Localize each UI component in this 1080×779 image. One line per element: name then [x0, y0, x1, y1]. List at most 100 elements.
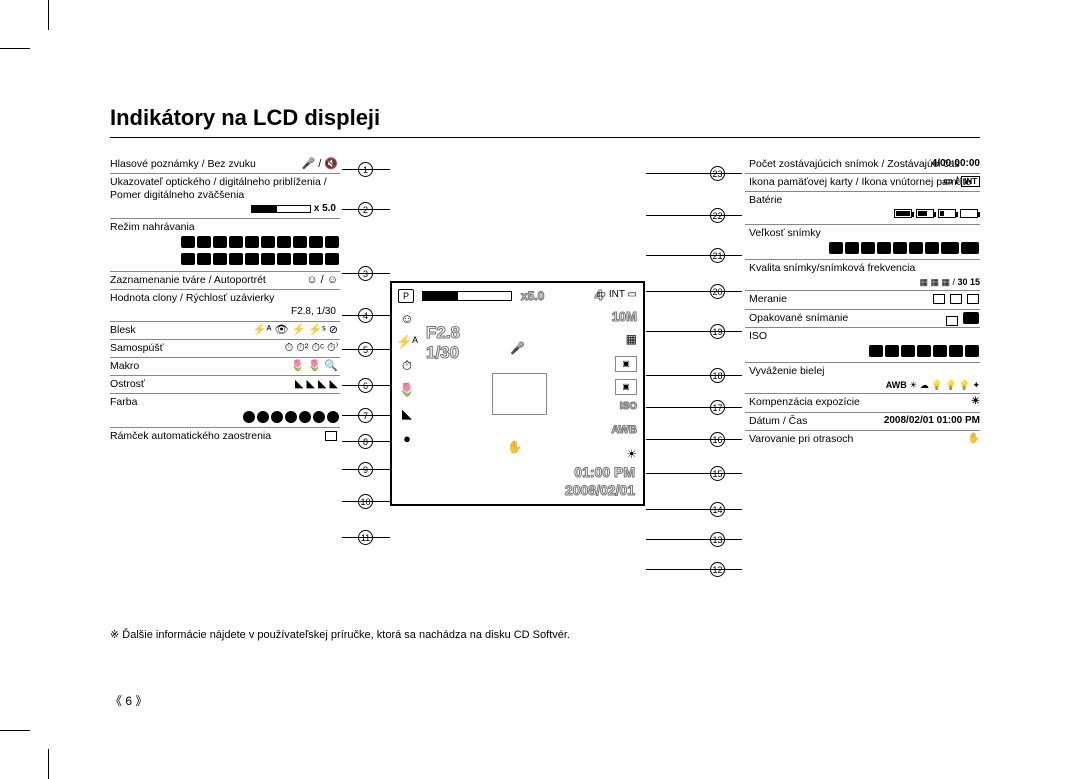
label-shake-warning: Varovanie pri otrasoch ✋: [745, 431, 980, 448]
macro-icon: 🌷: [398, 381, 416, 399]
lcd-date: 2008/02/01: [565, 482, 635, 498]
mode-p-icon: P: [398, 289, 414, 303]
zoom-ratio: x5.0: [521, 289, 544, 303]
iso-icons: [749, 345, 980, 360]
zoom-value: x 5.0: [110, 203, 340, 216]
label-text: Vyváženie bielej: [749, 365, 825, 377]
quality-icon: ▦: [609, 332, 637, 350]
label-metering: Meranie: [745, 291, 980, 309]
label-macro: Makro 🌷 🌷 🔍: [110, 358, 340, 376]
metering-icon: ▣: [609, 355, 637, 373]
label-face-detection: Zaznamenanie tváre / Autoportrét ☺ / ☺: [110, 272, 340, 290]
continuous-icons: [945, 312, 980, 329]
mic-icon: 🎤: [510, 341, 525, 355]
label-text: Batérie: [749, 194, 782, 206]
label-remaining: Počet zostávajúcich snímok / Zostávajúci…: [745, 156, 980, 174]
af-frame: [492, 373, 547, 415]
label-quality: Kvalita snímky/snímková frekvencia ▦ ▦ ▦…: [745, 260, 980, 291]
zoom-bar-icon: [422, 291, 512, 301]
label-text: Ostrosť: [110, 378, 145, 390]
label-iso: ISO: [745, 328, 980, 363]
lcd-screen: P x5.0 4 ▭ INT ▭ ☺ ⚡ᴬ ⏱ 🌷 ◣ ● F2.8 1/30 …: [390, 281, 645, 506]
label-continuous: Opakované snímanie: [745, 310, 980, 328]
mode-icons: [110, 236, 340, 269]
label-text: Hlasové poznámky / Bez zvuku: [110, 158, 256, 170]
label-text: Kompenzácia expozície: [749, 396, 860, 408]
shake-icon: ✋: [968, 433, 980, 446]
datetime-value: 2008/02/01 01:00 PM: [884, 415, 980, 428]
label-text: Ikona pamäťovej karty / Ikona vnútornej …: [749, 176, 971, 188]
color-bw-icon: ●: [398, 429, 416, 447]
label-text: ISO: [749, 330, 767, 342]
label-aperture-shutter: Hodnota clony / Rýchlosť uzávierky F2.8,…: [110, 290, 340, 322]
face-icons: ☺ / ☺: [306, 274, 338, 288]
shutter-value: 1/30: [426, 343, 459, 363]
lcd-time: 01:00 PM: [574, 464, 635, 480]
sharpness-icons: ◣ ◣ ◣ ◣: [295, 378, 338, 392]
label-sharpness: Ostrosť ◣ ◣ ◣ ◣: [110, 376, 340, 394]
sharpness-icon: ◣: [398, 405, 416, 423]
label-text: Počet zostávajúcich snímok / Zostávajúci…: [749, 158, 960, 170]
continuous-icon: ▣: [609, 378, 637, 396]
label-text: Varovanie pri otrasoch: [749, 433, 853, 445]
label-text: Veľkosť snímky: [749, 227, 821, 239]
label-white-balance: Vyváženie bielej AWB ☀ ☁ 💡 💡 💡 ✦: [745, 363, 980, 394]
left-label-column: Hlasové poznámky / Bez zvuku 🎤 / 🔇 Ukazo…: [110, 156, 340, 445]
battery-icons: [749, 209, 980, 221]
label-text: Zaznamenanie tváre / Autoportrét: [110, 274, 266, 286]
label-image-size: Veľkosť snímky: [745, 225, 980, 260]
label-battery: Batérie: [745, 192, 980, 224]
crop-mark: [48, 749, 49, 779]
page-number: 《 6 》: [110, 692, 147, 709]
flash-auto-icon: ⚡ᴬ: [398, 333, 416, 351]
label-voice-memo: Hlasové poznámky / Bez zvuku 🎤 / 🔇: [110, 156, 340, 174]
label-zoom-indicator: Ukazovateľ optického / digitálneho pribl…: [110, 174, 340, 219]
size-10m-icon: 10M: [609, 309, 637, 327]
face-icon: ☺: [398, 309, 416, 327]
lcd-right-icons: 10M ▦ ▣ ▣ ISO AWB ☀: [609, 309, 637, 470]
wb-icons: AWB ☀ ☁ 💡 💡 💡 ✦: [749, 380, 980, 391]
label-text: Rámček automatického zaostrenia: [110, 430, 271, 442]
size-icons: [749, 242, 980, 257]
metering-icons: [932, 293, 980, 306]
crop-mark: [0, 48, 30, 49]
timer-icon: ⏱: [398, 357, 416, 375]
label-text: Makro: [110, 360, 139, 372]
label-memory-icon: Ikona pamäťovej karty / Ikona vnútornej …: [745, 174, 980, 192]
label-text: Kvalita snímky/snímková frekvencia: [749, 262, 915, 274]
color-icons: [110, 411, 340, 424]
lcd-diagram: Hlasové poznámky / Bez zvuku 🎤 / 🔇 Ukazo…: [110, 156, 980, 606]
exposure-comp-icon: ☀: [609, 447, 637, 465]
label-text: Farba: [110, 396, 137, 408]
label-text: Hodnota clony / Rýchlosť uzávierky: [110, 292, 274, 304]
shake-warning-icon: ✋: [507, 440, 522, 454]
quality-icons: ▦ ▦ ▦ / 30 15: [749, 277, 980, 288]
remaining-value: 4/00:00:00: [932, 158, 980, 171]
label-text: Meranie: [749, 293, 787, 305]
lcd-left-icons: ☺ ⚡ᴬ ⏱ 🌷 ◣ ●: [398, 309, 422, 453]
flash-icons: ⚡ᴬ 👁 ⚡ ⚡ˢ ⊘: [253, 324, 338, 338]
label-text: Opakované snímanie: [749, 312, 848, 324]
voice-icons: 🎤 / 🔇: [301, 158, 338, 172]
crop-mark: [48, 0, 49, 30]
af-frame-icon: [324, 430, 338, 444]
label-exposure-comp: Kompenzácia expozície ☀: [745, 394, 980, 412]
internal-mem-icon: ▭ INT ▭: [597, 289, 637, 300]
right-label-column: Počet zostávajúcich snímok / Zostávajúci…: [745, 156, 980, 448]
label-text: Ukazovateľ optického / digitálneho pribl…: [110, 176, 327, 201]
page-content: Indikátory na LCD displeji Hlasové pozná…: [110, 105, 980, 665]
label-color: Farba: [110, 394, 340, 427]
label-text: Dátum / Čas: [749, 415, 807, 427]
footnote: ※ Ďalšie informácie nájdete v používateľ…: [110, 628, 980, 641]
timer-icons: ⏱ ⏱² ⏱ᶜ ⏱⁾: [285, 342, 338, 356]
label-datetime: Dátum / Čas 2008/02/01 01:00 PM: [745, 413, 980, 431]
aperture-value: F2.8, 1/30: [110, 306, 340, 319]
label-af-frame: Rámček automatického zaostrenia: [110, 428, 340, 445]
crop-mark: [0, 730, 30, 731]
page-title: Indikátory na LCD displeji: [110, 105, 980, 138]
aperture-value: F2.8: [426, 323, 460, 343]
label-text: Samospúšť: [110, 342, 164, 354]
exposure-icon: ☀: [971, 396, 980, 409]
label-self-timer: Samospúšť ⏱ ⏱² ⏱ᶜ ⏱⁾: [110, 340, 340, 358]
label-recording-mode: Režim nahrávania: [110, 219, 340, 272]
